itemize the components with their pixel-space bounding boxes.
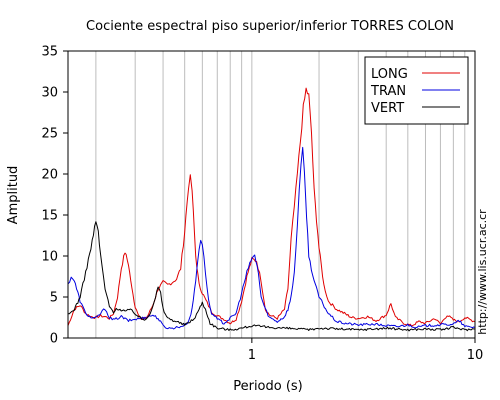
y-tick-label: 15 <box>41 209 58 224</box>
y-tick-label: 35 <box>41 45 58 60</box>
y-tick-label: 25 <box>41 127 58 142</box>
y-tick-label: 20 <box>41 168 58 183</box>
series-line-vert <box>67 221 476 332</box>
y-axis-label: Amplitud <box>6 166 21 225</box>
legend-label-tran: TRAN <box>370 84 406 99</box>
source-url-text: http://www.lis.ucr.ac.cr <box>476 209 489 335</box>
y-tick-label: 0 <box>50 332 58 347</box>
x-tick-label: 1 <box>248 348 256 363</box>
chart-title: Cociente espectral piso superior/inferio… <box>86 19 454 34</box>
legend-label-vert: VERT <box>371 101 404 116</box>
axis-layer: 0 5 10 15 20 25 30 35 1 10 <box>41 45 483 364</box>
plot-frame <box>67 50 476 339</box>
y-tick-label: 10 <box>41 250 58 265</box>
legend-label-long: LONG <box>371 67 408 82</box>
y-tick-label: 5 <box>50 291 58 306</box>
series-layer <box>67 87 476 332</box>
legend-entries: LONG TRAN VERT <box>370 67 460 116</box>
legend: LONG TRAN VERT <box>364 56 469 125</box>
grid-lines <box>95 51 466 338</box>
x-tick-label: 10 <box>467 348 484 363</box>
x-axis-label: Periodo (s) <box>233 379 303 394</box>
y-tick-label: 30 <box>41 86 58 101</box>
series-line-tran <box>67 146 476 330</box>
